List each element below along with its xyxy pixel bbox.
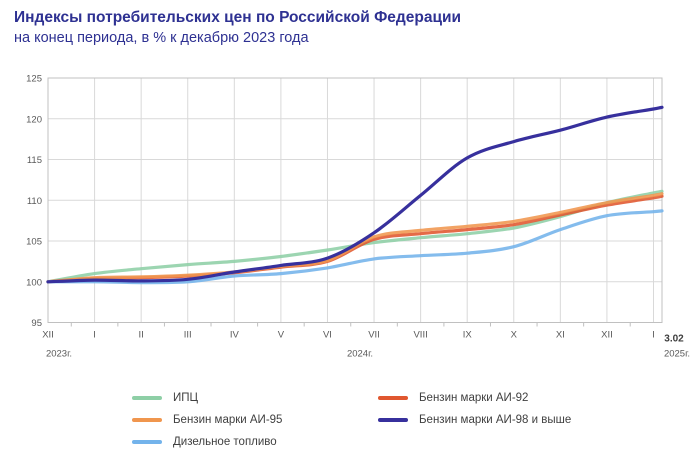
series-line-ai98 [46,105,664,284]
x-axis-month-label: III [184,330,192,341]
x-axis-end-date-label: 3.02 [664,334,684,345]
x-axis-month-label: IX [463,330,473,341]
legend-item-ai95: Бензин марки АИ-95 [132,414,378,426]
chart-subtitle: на конец периода, в % к декабрю 2023 год… [14,30,309,47]
year-label-2023: 2023г. [46,349,72,360]
legend-swatch-ai98 [378,417,408,423]
x-axis-month-label: XII [42,330,54,341]
chart-legend: ИПЦ Бензин марки АИ-95 Дизельное топливо… [132,387,571,453]
legend-swatch-diesel [132,439,162,445]
legend-item-diesel: Дизельное топливо [132,436,378,448]
y-axis-tick-label: 100 [26,277,42,288]
x-axis-month-label: VIII [413,330,427,341]
legend-item-ai98: Бензин марки АИ-98 и выше [378,414,571,426]
x-axis-month-label: II [139,330,144,341]
chart-title: Индексы потребительских цен по Российско… [14,9,462,26]
x-axis-month-label: VII [368,330,380,341]
legend-label-diesel: Дизельное топливо [173,436,277,448]
x-axis-month-label: IV [230,330,240,341]
x-axis-month-label: I [93,330,96,341]
y-axis-tick-label: 120 [26,114,42,125]
legend-label-ipc: ИПЦ [173,392,199,404]
y-axis-tick-label: 95 [31,318,42,329]
legend-label-ai92: Бензин марки АИ-92 [419,392,529,404]
legend-item-ipc: ИПЦ [132,392,378,404]
series-line-ai95 [46,192,664,284]
legend-swatch-ipc [132,395,162,401]
y-axis-tick-label: 105 [26,237,42,248]
x-axis-month-label: VI [323,330,332,341]
series-line-ipc [46,189,664,284]
cpi-line-chart: 95 100 105 110 115 120 125 XII I II III IV V VI VII VII… [26,74,690,360]
legend-swatch-ai92 [378,395,408,401]
x-axis-month-label: XII [601,330,613,341]
year-label-2024: 2024г. [347,349,373,360]
x-axis-month-label: X [511,330,518,341]
y-axis-tick-label: 110 [27,196,42,207]
series-line-diesel [46,209,664,285]
x-axis-month-label: V [278,330,285,341]
x-axis-month-label: XI [556,330,565,341]
legend-label-ai95: Бензин марки АИ-95 [173,414,283,426]
chart-header: Индексы потребительских цен по Российско… [14,8,674,48]
legend-item-ai92: Бензин марки АИ-92 [378,392,571,404]
y-axis-tick-label: 125 [26,74,42,85]
legend-label-ai98: Бензин марки АИ-98 и выше [419,414,572,426]
x-axis-month-label: I [652,330,655,341]
legend-swatch-ai95 [132,417,162,423]
year-label-2025: 2025г. [664,349,690,360]
y-axis-tick-label: 115 [27,155,42,166]
plot-border [47,77,663,323]
